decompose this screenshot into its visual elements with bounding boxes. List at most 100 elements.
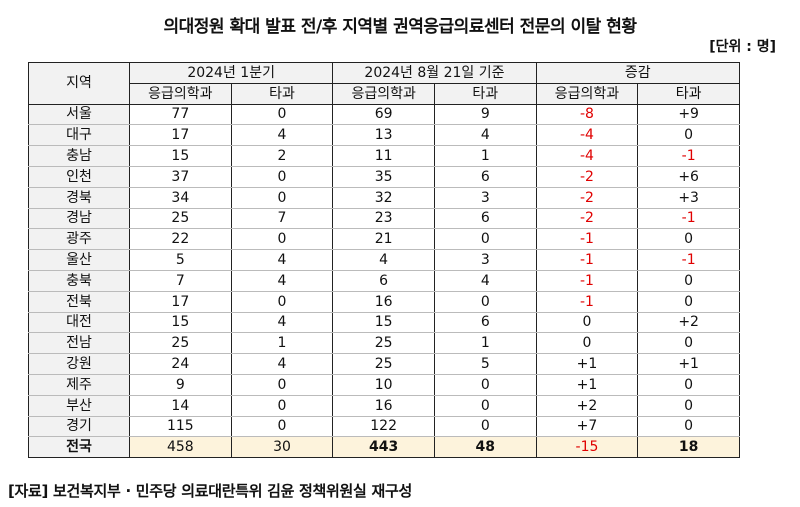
- header-group: 증감: [535, 62, 741, 84]
- value-cell: 25: [332, 332, 435, 355]
- value-cell: 30: [230, 436, 334, 459]
- value-cell: -4: [535, 145, 639, 167]
- value-cell: 0: [535, 311, 639, 334]
- table-row: 충북 7 4 6 4 -1 0: [28, 269, 740, 292]
- value-cell: 15: [129, 145, 232, 167]
- value-cell: 48: [433, 436, 537, 459]
- value-cell: -1: [535, 269, 639, 292]
- value-cell: 3: [433, 249, 537, 271]
- value-cell: 0: [637, 394, 740, 417]
- region-cell: 전남: [28, 332, 130, 355]
- value-cell: 37: [129, 165, 232, 188]
- region-cell: 울산: [28, 249, 130, 271]
- value-cell: 4: [230, 353, 334, 375]
- region-cell: 대구: [28, 124, 130, 147]
- value-cell: 15: [129, 311, 232, 334]
- table-row: 충남 15 2 11 1 -4 -1: [28, 145, 740, 167]
- total-row: 전국 458 30 443 48 -15 18: [28, 436, 740, 459]
- value-cell: -1: [535, 290, 639, 313]
- region-cell: 제주: [28, 373, 130, 396]
- value-cell: 0: [230, 186, 334, 209]
- region-cell: 충남: [28, 145, 130, 167]
- value-cell: 16: [332, 290, 435, 313]
- value-cell: 10: [332, 373, 435, 396]
- region-cell: 전국: [28, 436, 130, 459]
- value-cell: 18: [637, 436, 740, 459]
- value-cell: 0: [637, 415, 740, 438]
- value-cell: 4: [433, 124, 537, 147]
- value-cell: -1: [637, 249, 740, 271]
- region-cell: 전북: [28, 290, 130, 313]
- data-table: 지역 2024년 1분기 2024년 8월 21일 기준 증감 응급의학과 타과…: [28, 62, 741, 459]
- table-row: 전북 17 0 16 0 -1 0: [28, 290, 740, 313]
- value-cell: 6: [433, 207, 537, 230]
- value-cell: +2: [535, 394, 639, 417]
- value-cell: 0: [637, 290, 740, 313]
- value-cell: 0: [637, 228, 740, 251]
- header-sub: 응급의학과: [535, 82, 639, 105]
- table-row: 강원 24 4 25 5 +1 +1: [28, 353, 740, 375]
- region-cell: 충북: [28, 269, 130, 292]
- table-row: 경남 25 7 23 6 -2 -1: [28, 207, 740, 230]
- header-sub: 타과: [230, 82, 334, 105]
- table-row: 대전 15 4 15 6 0 +2: [28, 311, 740, 334]
- value-cell: +9: [637, 103, 740, 126]
- region-cell: 경기: [28, 415, 130, 438]
- value-cell: 7: [129, 269, 232, 292]
- value-cell: 21: [332, 228, 435, 251]
- header-region: 지역: [28, 62, 130, 105]
- value-cell: 13: [332, 124, 435, 147]
- value-cell: -1: [535, 249, 639, 271]
- value-cell: -2: [535, 207, 639, 230]
- value-cell: -2: [535, 186, 639, 209]
- value-cell: 1: [433, 332, 537, 355]
- value-cell: 0: [433, 394, 537, 417]
- value-cell: 0: [230, 373, 334, 396]
- value-cell: 6: [433, 165, 537, 188]
- value-cell: 0: [637, 124, 740, 147]
- value-cell: 23: [332, 207, 435, 230]
- table-row: 전남 25 1 25 1 0 0: [28, 332, 740, 355]
- value-cell: 4: [230, 269, 334, 292]
- value-cell: 9: [129, 373, 232, 396]
- region-cell: 광주: [28, 228, 130, 251]
- value-cell: 0: [230, 228, 334, 251]
- page-title: 의대정원 확대 발표 전/후 지역별 권역응급의료센터 전문의 이탈 현황: [163, 17, 637, 37]
- value-cell: 0: [230, 290, 334, 313]
- value-cell: -4: [535, 124, 639, 147]
- value-cell: 0: [230, 394, 334, 417]
- header-sub: 타과: [433, 82, 537, 105]
- value-cell: 17: [129, 124, 232, 147]
- value-cell: 0: [433, 373, 537, 396]
- table-row: 제주 9 0 10 0 +1 0: [28, 373, 740, 396]
- table-row: 경기 115 0 122 0 +7 0: [28, 415, 740, 438]
- value-cell: -1: [535, 228, 639, 251]
- value-cell: 15: [332, 311, 435, 334]
- region-cell: 경남: [28, 207, 130, 230]
- value-cell: +7: [535, 415, 639, 438]
- value-cell: 0: [230, 103, 334, 126]
- header-group: 2024년 8월 21일 기준: [332, 62, 537, 84]
- value-cell: 32: [332, 186, 435, 209]
- value-cell: 4: [230, 311, 334, 334]
- region-cell: 인천: [28, 165, 130, 188]
- header-sub: 응급의학과: [332, 82, 435, 105]
- value-cell: 0: [433, 228, 537, 251]
- value-cell: -2: [535, 165, 639, 188]
- value-cell: 17: [129, 290, 232, 313]
- value-cell: 3: [433, 186, 537, 209]
- header-sub: 타과: [637, 82, 740, 105]
- value-cell: 69: [332, 103, 435, 126]
- value-cell: 0: [637, 332, 740, 355]
- value-cell: 6: [332, 269, 435, 292]
- value-cell: 4: [332, 249, 435, 271]
- value-cell: +2: [637, 311, 740, 334]
- value-cell: 5: [129, 249, 232, 271]
- value-cell: 115: [129, 415, 232, 438]
- value-cell: 25: [332, 353, 435, 375]
- source-note: [자료] 보건복지부 · 민주당 의료대란특위 김윤 정책위원실 재구성: [8, 482, 412, 500]
- table-row: 경북 34 0 32 3 -2 +3: [28, 186, 740, 209]
- value-cell: 4: [230, 249, 334, 271]
- value-cell: 14: [129, 394, 232, 417]
- table-row: 부산 14 0 16 0 +2 0: [28, 394, 740, 417]
